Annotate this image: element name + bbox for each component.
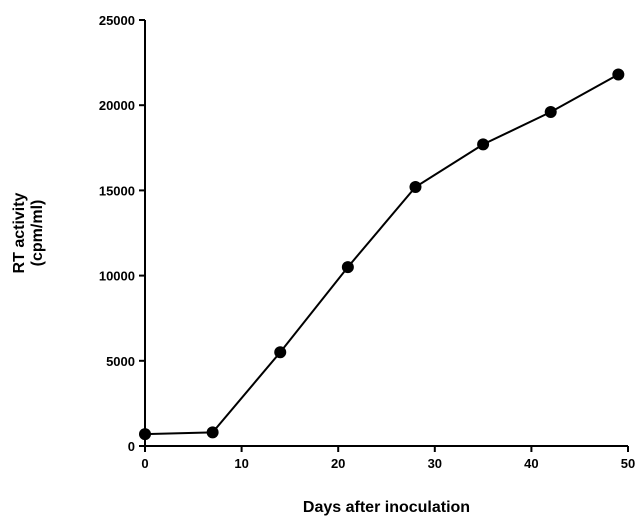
series-layer	[139, 68, 625, 441]
y-tick-label: 10000	[99, 269, 135, 284]
y-axis-title-line-2: (cpm/ml)	[29, 200, 46, 267]
y-tick-label: 5000	[106, 354, 135, 369]
data-point	[274, 346, 287, 359]
x-ticks: 0 10 20 30 40 50	[141, 446, 635, 471]
y-tick-label: 15000	[99, 183, 135, 198]
x-tick-label: 40	[524, 456, 538, 471]
axes	[144, 20, 628, 447]
data-point	[612, 68, 625, 81]
y-ticks: 0 5000 10000 15000 20000 25000	[99, 13, 145, 454]
x-axis-title: Days after inoculation	[303, 499, 470, 516]
data-point	[206, 426, 219, 439]
y-tick-label: 0	[128, 439, 135, 454]
x-tick-label: 20	[331, 456, 345, 471]
series-line	[144, 73, 619, 436]
data-point	[341, 261, 354, 274]
y-tick-label: 20000	[99, 98, 135, 113]
data-point	[544, 106, 557, 119]
y-axis-title: RT activity (cpm/ml)	[11, 192, 46, 273]
x-tick-label: 50	[621, 456, 635, 471]
data-point	[409, 180, 422, 193]
y-tick-label: 25000	[99, 13, 135, 28]
x-tick-label: 10	[234, 456, 248, 471]
y-axis-title-line-1: RT activity	[11, 192, 28, 273]
data-point	[139, 428, 151, 441]
x-tick-label: 0	[141, 456, 148, 471]
data-point	[477, 138, 490, 151]
x-tick-label: 30	[428, 456, 442, 471]
